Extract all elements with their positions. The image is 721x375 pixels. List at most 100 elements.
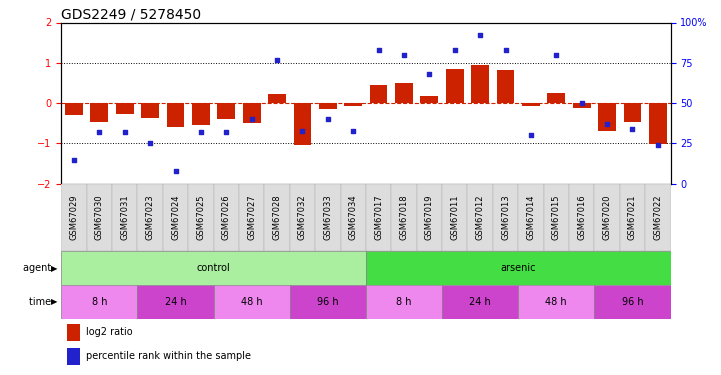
Text: 8 h: 8 h [397, 297, 412, 307]
Point [449, 47, 461, 53]
Bar [392, 184, 417, 251]
Bar [61, 285, 138, 319]
Bar [594, 285, 671, 319]
Text: 24 h: 24 h [164, 297, 187, 307]
Text: GSM67033: GSM67033 [323, 195, 332, 240]
Text: GSM67034: GSM67034 [349, 195, 358, 240]
Bar [61, 251, 366, 285]
Bar [649, 103, 667, 144]
Point [627, 126, 638, 132]
Text: arsenic: arsenic [500, 263, 536, 273]
Text: ▶: ▶ [51, 264, 58, 273]
Bar [420, 96, 438, 103]
Bar [138, 184, 163, 251]
Point [271, 57, 283, 63]
Bar [620, 184, 645, 251]
Bar [90, 103, 108, 122]
Bar [319, 103, 337, 109]
Point [576, 100, 588, 106]
Point [119, 129, 131, 135]
Point [68, 157, 80, 163]
Bar [116, 103, 133, 114]
Point [322, 116, 334, 122]
Text: 48 h: 48 h [546, 297, 567, 307]
Bar [163, 184, 188, 251]
Point [348, 128, 359, 134]
Bar [192, 103, 210, 125]
Point [424, 71, 435, 77]
Bar [243, 103, 260, 123]
Bar [239, 184, 265, 251]
Bar [65, 103, 83, 115]
Text: 48 h: 48 h [241, 297, 262, 307]
Bar [138, 285, 213, 319]
Text: GDS2249 / 5278450: GDS2249 / 5278450 [61, 8, 201, 21]
Text: 24 h: 24 h [469, 297, 491, 307]
Point [169, 168, 181, 174]
Bar [493, 184, 518, 251]
Bar [61, 184, 87, 251]
Point [144, 141, 156, 147]
Text: GSM67031: GSM67031 [120, 195, 129, 240]
Bar [594, 184, 620, 251]
Point [525, 132, 536, 138]
Text: GSM67016: GSM67016 [578, 195, 586, 240]
Point [500, 47, 511, 53]
Point [195, 129, 207, 135]
Text: GSM67019: GSM67019 [425, 195, 434, 240]
Bar [293, 103, 311, 145]
Bar [67, 324, 79, 340]
Text: GSM67028: GSM67028 [273, 195, 282, 240]
Point [551, 52, 562, 58]
Bar [366, 251, 671, 285]
Bar [417, 184, 442, 251]
Bar [518, 285, 594, 319]
Point [246, 116, 257, 122]
Text: control: control [197, 263, 231, 273]
Bar [572, 103, 590, 108]
Text: GSM67017: GSM67017 [374, 195, 383, 240]
Bar [370, 85, 387, 103]
Text: GSM67011: GSM67011 [450, 195, 459, 240]
Bar [645, 184, 671, 251]
Text: GSM67032: GSM67032 [298, 195, 307, 240]
Text: GSM67029: GSM67029 [69, 195, 79, 240]
Text: percentile rank within the sample: percentile rank within the sample [86, 351, 251, 361]
Text: GSM67027: GSM67027 [247, 195, 256, 240]
Text: 96 h: 96 h [317, 297, 339, 307]
Text: GSM67020: GSM67020 [603, 195, 611, 240]
Bar [624, 103, 642, 123]
Bar [544, 184, 569, 251]
Bar [112, 184, 138, 251]
Bar [315, 184, 340, 251]
Bar [569, 184, 594, 251]
Bar [366, 184, 392, 251]
Point [94, 129, 105, 135]
Bar [268, 94, 286, 103]
Text: ▶: ▶ [51, 297, 58, 306]
Point [601, 121, 613, 127]
Text: log2 ratio: log2 ratio [86, 327, 132, 337]
Bar [188, 184, 213, 251]
Bar [522, 103, 540, 106]
Text: GSM67025: GSM67025 [196, 195, 205, 240]
Bar [442, 285, 518, 319]
Bar [598, 103, 616, 130]
Bar [290, 285, 366, 319]
Text: GSM67012: GSM67012 [476, 195, 485, 240]
Bar [395, 83, 413, 103]
Text: 8 h: 8 h [92, 297, 107, 307]
Bar [345, 103, 362, 106]
Text: GSM67013: GSM67013 [501, 195, 510, 240]
Bar [518, 184, 544, 251]
Point [373, 47, 384, 53]
Text: GSM67014: GSM67014 [526, 195, 536, 240]
Point [652, 142, 663, 148]
Bar [265, 184, 290, 251]
Bar [213, 184, 239, 251]
Bar [167, 103, 185, 128]
Bar [141, 103, 159, 118]
Bar [218, 103, 235, 119]
Text: GSM67030: GSM67030 [95, 195, 104, 240]
Bar [497, 70, 514, 103]
